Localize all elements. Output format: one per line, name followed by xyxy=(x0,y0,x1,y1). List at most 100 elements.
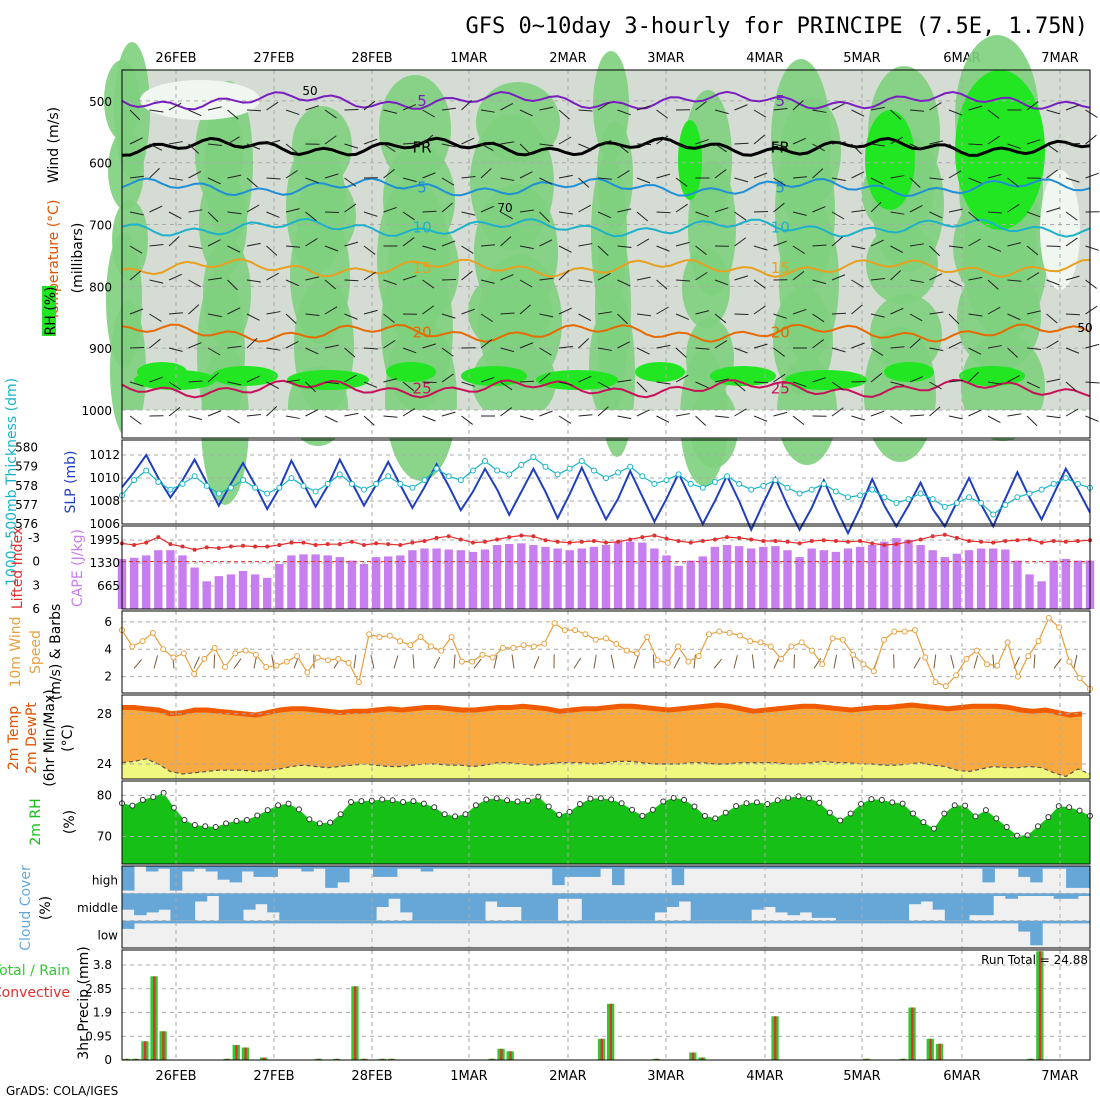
thickness-point xyxy=(590,467,597,474)
wind-barb xyxy=(519,380,535,383)
wind-barb xyxy=(617,170,630,179)
wind-barb xyxy=(1065,381,1077,392)
cloud-bar xyxy=(588,920,601,924)
wind-barb xyxy=(948,341,962,349)
cloud-bar xyxy=(289,920,302,924)
wind-barb xyxy=(188,245,203,249)
thickness-point xyxy=(469,467,476,474)
thickness-point xyxy=(179,480,186,487)
wind-barb xyxy=(1085,134,1097,145)
panel-frame xyxy=(121,439,1091,525)
wind-barb xyxy=(1026,415,1038,427)
cape-bar xyxy=(263,577,272,609)
rh-point xyxy=(556,811,563,818)
wind-barb xyxy=(831,347,846,353)
wind-barb xyxy=(453,654,456,669)
wind-barb xyxy=(773,108,788,111)
wind-barb xyxy=(812,244,827,247)
wind-barb xyxy=(753,109,767,118)
rh-shade-70 xyxy=(110,302,146,438)
cloud-bar xyxy=(920,893,934,902)
wind-barb xyxy=(363,309,378,315)
cloud-bar xyxy=(922,920,936,924)
wind-barb xyxy=(422,134,434,145)
thickness-point xyxy=(1038,486,1045,493)
precip-tick: 1.9 xyxy=(93,1006,112,1020)
wind-barb xyxy=(246,143,261,150)
cloud-bar xyxy=(702,893,716,921)
wind-barb xyxy=(188,279,201,288)
lifted-index-point xyxy=(991,540,996,545)
wind-barb xyxy=(246,204,260,213)
wind-speed-point xyxy=(366,631,373,638)
wind-barb xyxy=(441,202,454,213)
cloud-bar xyxy=(982,866,995,883)
cloud-bar xyxy=(420,920,434,924)
cloud-bar xyxy=(279,893,292,921)
thickness-point xyxy=(724,473,730,480)
cloud-label-b: (%) xyxy=(38,896,54,920)
wind-barb xyxy=(207,372,219,383)
cape-bar xyxy=(638,542,647,609)
precip-convective-bar xyxy=(902,1058,905,1061)
li-tick: 0 xyxy=(32,555,40,569)
wind-barb xyxy=(870,347,884,356)
wind-barb xyxy=(675,143,690,149)
lifted-index-point xyxy=(362,542,366,547)
rh-point xyxy=(420,800,427,807)
rh-point xyxy=(306,816,313,823)
wind-barb xyxy=(734,275,749,281)
wind-speed-point xyxy=(664,659,671,666)
wind-barb xyxy=(227,109,239,120)
lifted-index-point xyxy=(676,539,681,544)
bottom-date-label: 5MAR xyxy=(843,1069,880,1084)
rh-shade-70 xyxy=(478,254,562,390)
cape-bar xyxy=(976,548,986,609)
wind-barb xyxy=(1053,658,1062,669)
wind-barb xyxy=(412,654,415,669)
rh-point xyxy=(795,793,802,800)
wind-barb xyxy=(909,414,925,417)
cloud-bar xyxy=(408,920,422,924)
wind-barb xyxy=(831,103,845,111)
wind-speed-point xyxy=(901,628,908,635)
wind-barb xyxy=(1065,275,1080,281)
wind-speed-point xyxy=(623,647,630,654)
cloud-bar xyxy=(412,893,425,921)
rh-point xyxy=(337,811,344,818)
cloud-bar xyxy=(862,920,876,924)
wind-barb xyxy=(973,655,979,669)
wind-speed-point xyxy=(417,633,424,640)
wind-barb xyxy=(558,174,573,179)
rh-point xyxy=(597,795,604,802)
wind-barb xyxy=(851,415,866,421)
wind-barb xyxy=(675,203,688,213)
wind-barb xyxy=(305,211,317,222)
wind-speed-point xyxy=(757,639,764,646)
cape-bar xyxy=(505,544,514,609)
wind-barb xyxy=(1026,245,1039,256)
cape-bar xyxy=(952,553,962,609)
wind-barb xyxy=(851,143,862,155)
lifted-index-point xyxy=(652,533,657,538)
wind-barb xyxy=(1046,313,1058,324)
cloud-bar xyxy=(533,893,546,921)
rh-point xyxy=(587,795,594,802)
wind-axis-label: Wind (m/s) xyxy=(46,107,62,183)
wind-barb xyxy=(1026,211,1041,218)
wind-barb xyxy=(1033,654,1036,669)
cloud-bar xyxy=(635,866,649,869)
wind-barb xyxy=(812,377,826,383)
cape-bar xyxy=(565,550,574,609)
wind-barb xyxy=(987,135,1000,145)
wind-barb xyxy=(597,101,611,111)
wind-barb xyxy=(1007,279,1022,282)
wind-barb xyxy=(149,313,162,322)
wind-speed-point xyxy=(345,659,352,666)
wind-barb xyxy=(558,245,572,253)
cloud-bar xyxy=(229,866,243,883)
cloud-bar xyxy=(396,920,410,924)
wind-barb xyxy=(422,415,436,422)
wind-barb xyxy=(890,175,905,179)
cloud-bar xyxy=(908,893,922,905)
